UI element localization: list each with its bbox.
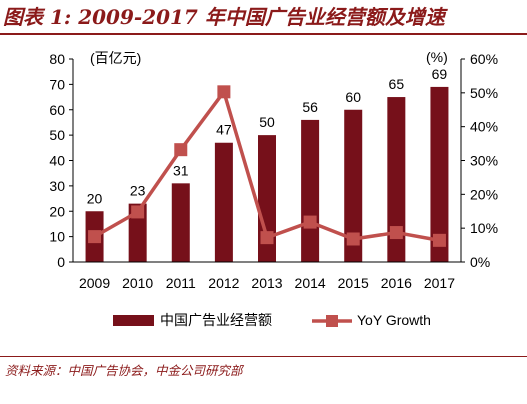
legend-line-label: YoY Growth (357, 312, 431, 328)
left-axis-tick-label: 50 (49, 127, 65, 143)
source-rule (0, 356, 527, 357)
bar-2011 (171, 183, 190, 262)
legend-bar-label: 中国广告业经营额 (160, 312, 272, 328)
right-axis-tick-label: 0% (470, 254, 490, 270)
bar-data-labels: 20 23 31 47 50 56 60 65 69 (87, 66, 448, 206)
bar-label-2016: 65 (389, 76, 405, 92)
bar-label-2010: 23 (130, 183, 146, 199)
growth-marker-2013 (260, 231, 274, 245)
growth-marker-2015 (346, 232, 360, 246)
x-axis: 2009 2010 2011 2012 2013 2014 2015 2016 2017 (73, 261, 461, 291)
figure-title: 图表 1: 2009-2017 年中国广告业经营额及增速 (3, 5, 445, 29)
source-note: 资料来源：中国广告协会，中金公司研究部 (5, 363, 243, 378)
left-axis-tick-label: 0 (57, 254, 65, 270)
bar-2012 (214, 142, 233, 262)
left-axis-tick-label: 60 (49, 102, 65, 118)
left-axis-unit: (百亿元) (90, 50, 141, 66)
left-axis-tick-label: 80 (49, 51, 65, 67)
growth-marker-2016 (389, 226, 403, 240)
bar-label-2014: 56 (302, 99, 318, 115)
growth-marker-2009 (88, 230, 102, 244)
right-axis-tick-label: 40% (470, 119, 498, 135)
right-axis-tick-label: 30% (470, 153, 498, 169)
bar-label-2011: 31 (173, 162, 189, 178)
growth-marker-2017 (432, 233, 446, 247)
right-axis-tick-label: 10% (470, 220, 498, 236)
left-axis-tick-label: 30 (49, 178, 65, 194)
left-axis-tick-label: 10 (49, 229, 65, 245)
x-axis-tick-label: 2011 (166, 275, 196, 291)
x-axis-tick-label: 2015 (338, 275, 369, 291)
x-axis-tick-label: 2014 (295, 275, 326, 291)
growth-marker-2014 (303, 215, 317, 229)
left-axis-tick-label: 20 (49, 203, 65, 219)
x-axis-tick-label: 2012 (208, 275, 239, 291)
bar-2013 (258, 135, 276, 262)
bar-series (85, 86, 449, 263)
left-axis-tick-label: 70 (49, 76, 65, 92)
title-rule (0, 33, 527, 35)
left-axis-tick-label: 40 (49, 153, 65, 169)
bar-2014 (301, 119, 320, 263)
bar-label-2017: 69 (432, 66, 448, 82)
right-axis-tick-label: 20% (470, 186, 498, 202)
growth-marker-2012 (217, 85, 231, 99)
bar-2017 (430, 86, 449, 262)
growth-line-series (88, 85, 446, 247)
x-axis-tick-label: 2016 (381, 275, 412, 291)
right-axis: 0% 10% 20% 30% 40% 50% 60% (460, 51, 498, 270)
left-axis: 0 10 20 30 40 50 60 70 80 (49, 51, 74, 270)
legend-bar-swatch (113, 315, 154, 326)
bar-label-2015: 60 (345, 89, 361, 105)
x-axis-tick-label: 2010 (122, 275, 153, 291)
right-axis-unit: (%) (426, 49, 448, 65)
bar-2016 (387, 97, 406, 262)
right-axis-tick-label: 50% (470, 85, 498, 101)
legend-line-marker (326, 315, 338, 327)
x-axis-tick-label: 2009 (79, 275, 110, 291)
bar-label-2013: 50 (259, 114, 275, 130)
growth-marker-2010 (131, 205, 145, 219)
x-axis-tick-label: 2017 (424, 275, 455, 291)
legend: 中国广告业经营额 YoY Growth (113, 312, 431, 328)
chart: 0 10 20 30 40 50 60 70 80 0% 10% 20% 30% 40% 50% 60% 2… (49, 49, 498, 328)
bar-2015 (344, 109, 363, 262)
right-axis-tick-label: 60% (470, 51, 498, 67)
growth-marker-2011 (174, 143, 188, 157)
bar-label-2009: 20 (87, 190, 103, 206)
x-axis-tick-label: 2013 (251, 275, 282, 291)
bar-label-2012: 47 (216, 122, 232, 138)
